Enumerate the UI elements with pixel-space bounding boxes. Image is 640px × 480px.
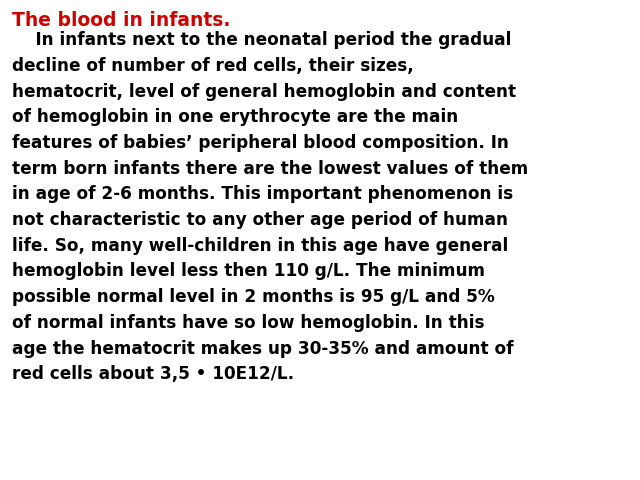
Text: In infants next to the neonatal period the gradual
decline of number of red cell: In infants next to the neonatal period t…	[12, 31, 528, 384]
Text: The blood in infants.: The blood in infants.	[12, 11, 230, 30]
